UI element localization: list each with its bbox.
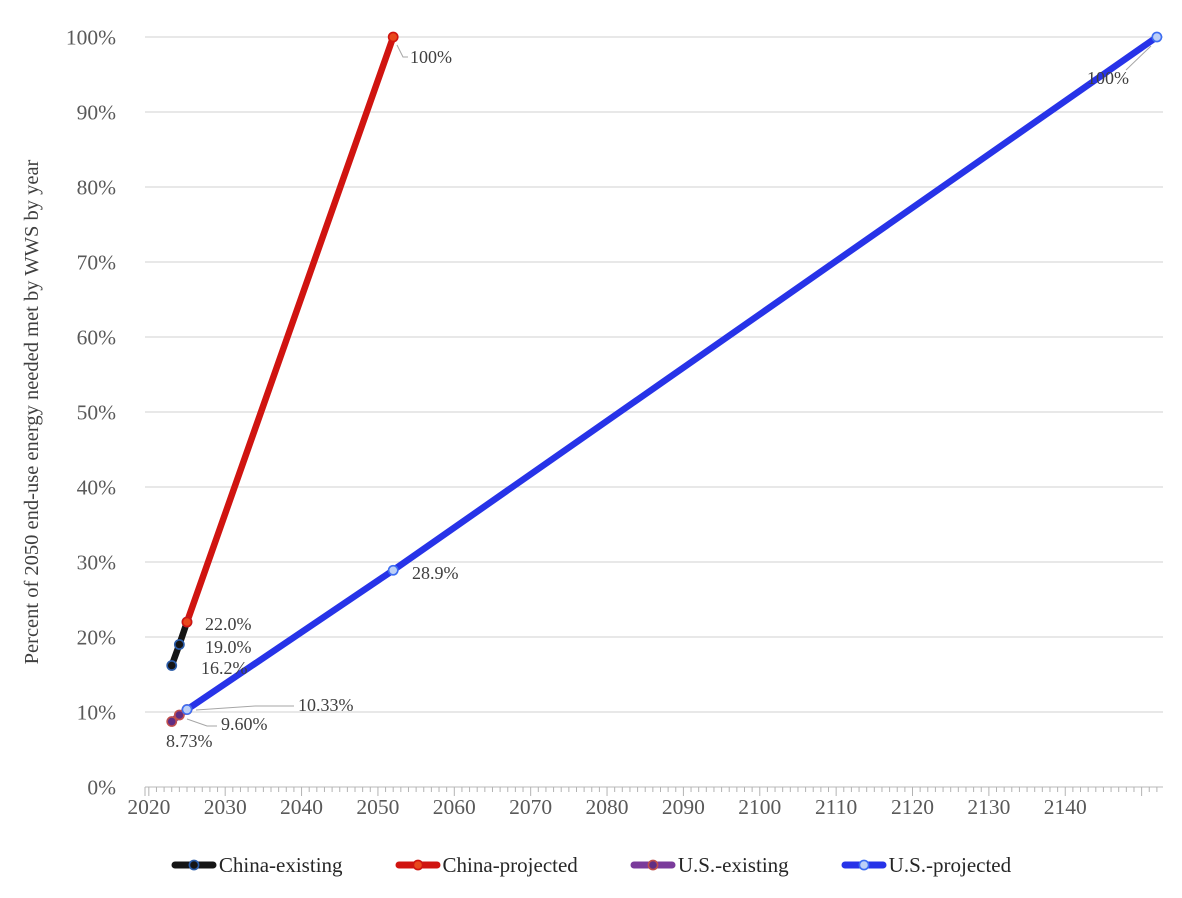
- svg-text:2090: 2090: [662, 795, 705, 819]
- svg-text:2020: 2020: [127, 795, 170, 819]
- legend-item-us-projected: U.S.-projected: [841, 852, 1012, 877]
- svg-text:2120: 2120: [891, 795, 934, 819]
- legend-item-china-existing: China-existing: [171, 852, 343, 877]
- svg-text:2100: 2100: [738, 795, 781, 819]
- svg-text:16.2%: 16.2%: [201, 658, 248, 678]
- svg-text:10.33%: 10.33%: [298, 695, 354, 715]
- legend-label: U.S.-projected: [888, 852, 1012, 877]
- svg-text:2050: 2050: [356, 795, 399, 819]
- axes: 2020 2030 2040 2050 2060 2070 2080 2090 2100 2110…: [66, 26, 1163, 819]
- svg-text:2070: 2070: [509, 795, 552, 819]
- svg-text:2140: 2140: [1044, 795, 1087, 819]
- svg-text:50%: 50%: [77, 401, 117, 425]
- china-projected-line-icon: [395, 859, 441, 871]
- svg-text:100%: 100%: [1087, 68, 1129, 88]
- legend-label: China-projected: [442, 852, 578, 877]
- svg-text:60%: 60%: [77, 326, 117, 350]
- legend: China-existing China-projected U.S.-exis…: [0, 847, 1182, 883]
- data-labels: 100% 100% 28.9% 22.0% 19.0%16.2% 10.33% 9.60% 8…: [166, 44, 1152, 751]
- china-existing-line-icon: [171, 859, 217, 871]
- svg-text:80%: 80%: [77, 176, 117, 200]
- svg-text:28.9%: 28.9%: [412, 563, 459, 583]
- svg-text:30%: 30%: [77, 551, 117, 575]
- data-series: [166, 31, 1163, 727]
- svg-text:70%: 70%: [77, 251, 117, 275]
- svg-text:0%: 0%: [87, 776, 116, 800]
- svg-text:100%: 100%: [66, 26, 116, 50]
- svg-text:2040: 2040: [280, 795, 323, 819]
- legend-label: China-existing: [218, 852, 343, 877]
- us-existing-line-icon: [630, 859, 676, 871]
- svg-text:22.0%: 22.0%: [205, 614, 252, 634]
- svg-text:8.73%: 8.73%: [166, 731, 213, 751]
- svg-text:20%: 20%: [77, 626, 117, 650]
- legend-item-china-projected: China-projected: [395, 852, 578, 877]
- us-projected-line-icon: [841, 859, 887, 871]
- svg-text:2110: 2110: [815, 795, 857, 819]
- svg-text:2030: 2030: [204, 795, 247, 819]
- svg-text:100%: 100%: [410, 47, 452, 67]
- svg-text:19.0%: 19.0%: [205, 637, 252, 657]
- y-axis-title: Percent of 2050 end-use energy needed me…: [21, 159, 43, 664]
- svg-text:2080: 2080: [586, 795, 629, 819]
- svg-text:90%: 90%: [77, 101, 117, 125]
- svg-text:2130: 2130: [967, 795, 1010, 819]
- svg-text:9.60%: 9.60%: [221, 714, 268, 734]
- svg-text:2060: 2060: [433, 795, 476, 819]
- svg-text:10%: 10%: [77, 701, 117, 725]
- svg-text:40%: 40%: [77, 476, 117, 500]
- legend-item-us-existing: U.S.-existing: [630, 852, 789, 877]
- legend-label: U.S.-existing: [677, 852, 789, 877]
